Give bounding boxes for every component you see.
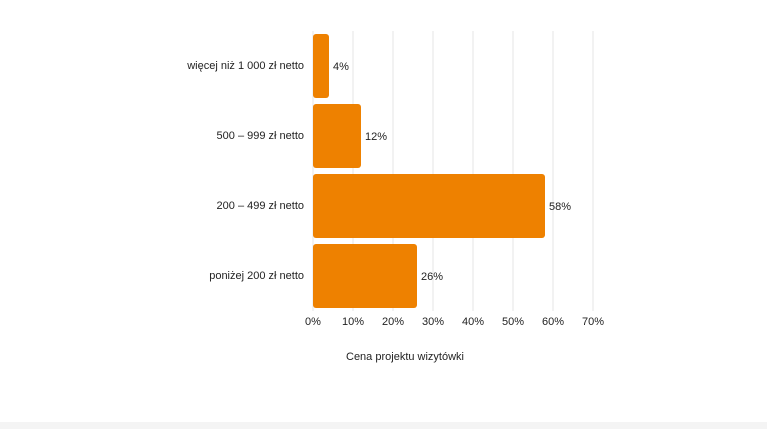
x-tick-label: 0% — [305, 316, 321, 328]
value-label: 26% — [421, 271, 443, 283]
x-tick-label: 20% — [382, 316, 404, 328]
y-tick-label: poniżej 200 zł netto — [209, 270, 304, 282]
x-tick-label: 50% — [502, 316, 524, 328]
value-label: 58% — [549, 201, 571, 213]
y-tick-label: więcej niż 1 000 zł netto — [186, 60, 304, 72]
bar — [313, 34, 329, 98]
bar — [313, 244, 417, 308]
y-tick-label: 500 – 999 zł netto — [217, 130, 304, 142]
x-tick-label: 30% — [422, 316, 444, 328]
x-tick-label: 10% — [342, 316, 364, 328]
footer-strip — [0, 422, 767, 429]
y-tick-label: 200 – 499 zł netto — [217, 200, 304, 212]
x-tick-label: 60% — [542, 316, 564, 328]
bar — [313, 104, 361, 168]
x-tick-label: 70% — [582, 316, 604, 328]
value-label: 12% — [365, 131, 387, 143]
x-tick-label: 40% — [462, 316, 484, 328]
x-axis-label: Cena projektu wizytówki — [346, 351, 464, 363]
bar — [313, 174, 545, 238]
value-label: 4% — [333, 61, 349, 73]
